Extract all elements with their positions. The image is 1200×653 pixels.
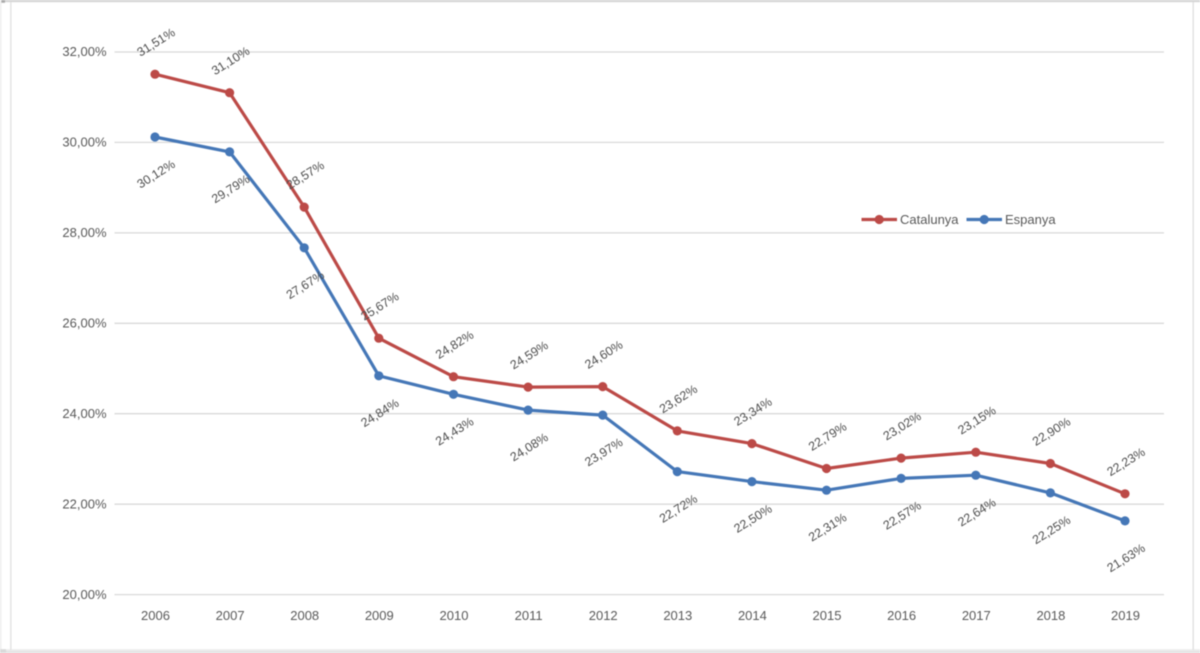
svg-text:2018: 2018: [1036, 608, 1065, 623]
svg-text:22,00%: 22,00%: [62, 496, 107, 511]
svg-text:2011: 2011: [515, 608, 543, 623]
svg-text:2009: 2009: [365, 608, 394, 623]
svg-text:2015: 2015: [813, 608, 842, 623]
svg-text:2010: 2010: [440, 608, 469, 623]
svg-text:2016: 2016: [887, 608, 916, 623]
svg-text:28,00%: 28,00%: [62, 225, 107, 240]
svg-text:2007: 2007: [216, 608, 245, 623]
svg-text:Espanya: Espanya: [1005, 212, 1056, 227]
svg-text:32,00%: 32,00%: [62, 44, 107, 59]
svg-text:2017: 2017: [962, 608, 991, 623]
svg-text:Catalunya: Catalunya: [900, 212, 959, 227]
svg-text:30,00%: 30,00%: [62, 135, 107, 150]
svg-text:2008: 2008: [290, 608, 319, 623]
svg-text:2019: 2019: [1111, 608, 1140, 623]
svg-text:2014: 2014: [738, 608, 767, 623]
svg-text:24,00%: 24,00%: [62, 406, 107, 421]
svg-text:2006: 2006: [141, 608, 170, 623]
svg-text:2012: 2012: [589, 608, 618, 623]
svg-text:26,00%: 26,00%: [62, 316, 107, 331]
svg-text:2013: 2013: [663, 608, 692, 623]
svg-text:20,00%: 20,00%: [62, 587, 107, 602]
